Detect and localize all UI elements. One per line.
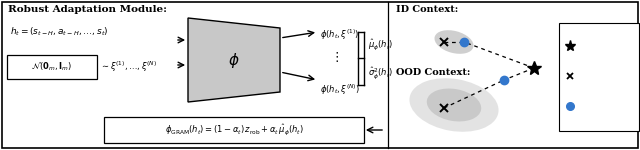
Text: $\vdots$: $\vdots$ (330, 50, 339, 64)
Text: $\phi(h_t, \xi^{(N)})$: $\phi(h_t, \xi^{(N)})$ (320, 83, 360, 97)
Text: $\hat{\mu}_{\phi}(h_t)$: $\hat{\mu}_{\phi}(h_t)$ (580, 69, 605, 83)
Text: $\phi_{\mathrm{GRAM}}(h_t)$: $\phi_{\mathrm{GRAM}}(h_t)$ (580, 99, 619, 112)
Text: $z_{\mathrm{rob}}$: $z_{\mathrm{rob}}$ (580, 41, 596, 51)
Text: $\hat{\mu}_{\phi}(h_t)$: $\hat{\mu}_{\phi}(h_t)$ (368, 38, 394, 52)
Text: $\sim \xi^{(1)}, \ldots, \xi^{(N)}$: $\sim \xi^{(1)}, \ldots, \xi^{(N)}$ (100, 60, 157, 74)
Polygon shape (188, 18, 280, 102)
Text: $\phi$: $\phi$ (228, 51, 240, 69)
Ellipse shape (435, 30, 474, 54)
Text: $h_t = (s_{t-H}, a_{t-H}, \ldots, s_t)$: $h_t = (s_{t-H}, a_{t-H}, \ldots, s_t)$ (10, 25, 109, 38)
FancyBboxPatch shape (559, 23, 639, 131)
Text: $\hat{\sigma}^2_{\phi}(h_t)$: $\hat{\sigma}^2_{\phi}(h_t)$ (368, 65, 393, 81)
FancyBboxPatch shape (104, 117, 364, 143)
Text: $\phi_{\mathrm{GRAM}}(h_t) = (1 - \alpha_t)\, z_{\mathrm{rob}} + \alpha_t\, \hat: $\phi_{\mathrm{GRAM}}(h_t) = (1 - \alpha… (164, 123, 303, 137)
Text: Robust Adaptation Module:: Robust Adaptation Module: (8, 5, 167, 14)
Text: OOD Context:: OOD Context: (396, 68, 470, 77)
FancyBboxPatch shape (2, 2, 638, 148)
FancyBboxPatch shape (7, 55, 97, 79)
Text: $\phi(h_t, \xi^{(1)})$: $\phi(h_t, \xi^{(1)})$ (320, 28, 360, 42)
Ellipse shape (427, 88, 481, 122)
Ellipse shape (410, 78, 499, 132)
Text: $\mathcal{N}(\mathbf{0}_m, \mathbf{I}_m)$: $\mathcal{N}(\mathbf{0}_m, \mathbf{I}_m)… (31, 61, 72, 73)
Text: ID Context:: ID Context: (396, 5, 458, 14)
